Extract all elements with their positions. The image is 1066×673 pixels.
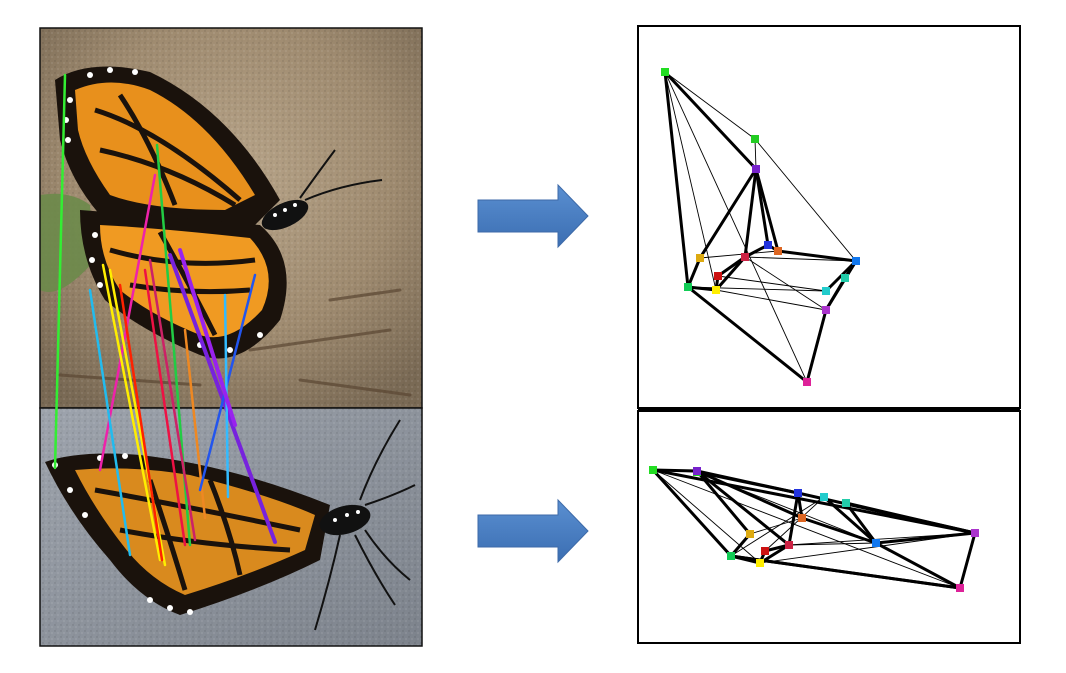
graph-node	[727, 552, 735, 560]
graph-node	[764, 241, 772, 249]
graph-node	[761, 547, 769, 555]
graph-node	[774, 247, 782, 255]
bottom-graph	[649, 466, 979, 592]
graph-edge	[805, 308, 828, 384]
top-butterfly	[55, 66, 383, 359]
thin-edge	[754, 138, 857, 262]
arrow-top	[477, 183, 589, 249]
correspondence-line	[148, 258, 197, 542]
graph-node	[841, 274, 849, 282]
thin-edge	[788, 542, 877, 546]
graph-node	[852, 257, 860, 265]
graph-edge	[800, 516, 878, 545]
thin-edge	[664, 71, 756, 140]
thin-edge	[730, 496, 825, 557]
graph-edge	[776, 249, 858, 263]
graph-edge	[874, 541, 962, 590]
graph-edge	[743, 167, 758, 259]
correspondence-line	[88, 288, 132, 557]
correspondence-line	[118, 283, 164, 562]
thin-edge	[652, 469, 961, 589]
graph-edge	[686, 256, 702, 289]
graph-node	[712, 286, 720, 294]
graph-node	[696, 254, 704, 262]
graph-edge	[686, 285, 718, 292]
graph-node	[842, 499, 850, 507]
bottom-photo	[39, 407, 423, 647]
graph-node	[661, 68, 669, 76]
graph-edge	[695, 469, 791, 547]
graph-node	[649, 466, 657, 474]
top-graph	[661, 68, 860, 386]
graph-node	[785, 541, 793, 549]
graph-node	[822, 287, 830, 295]
graph-node	[693, 467, 701, 475]
graph-edge	[698, 167, 758, 260]
graph-node	[714, 272, 722, 280]
graph-edge	[824, 276, 847, 312]
thin-edge	[744, 256, 827, 311]
graph-edge	[663, 70, 690, 289]
thin-edge	[687, 286, 827, 292]
graph-node	[746, 530, 754, 538]
graph-edge	[663, 70, 758, 171]
graph-node	[684, 283, 692, 291]
graph-edge	[958, 531, 977, 590]
thin-edge	[652, 469, 761, 564]
graph-node	[798, 514, 806, 522]
graph-edge	[651, 468, 977, 535]
thin-edge	[715, 289, 827, 311]
correspondence-line	[53, 73, 67, 470]
graph-edge	[686, 285, 809, 384]
graph-edge	[729, 554, 962, 590]
thin-edge	[744, 256, 857, 262]
correspondence-line	[143, 268, 187, 547]
top-photo	[39, 27, 423, 409]
graph-node	[956, 584, 964, 592]
graph-node	[756, 559, 764, 567]
graph-edge	[695, 470, 800, 495]
graph-node	[971, 529, 979, 537]
thin-edge	[764, 496, 825, 552]
graph-edge	[787, 491, 800, 547]
graph-edge	[651, 468, 733, 558]
graph-node	[741, 253, 749, 261]
graph-node	[822, 306, 830, 314]
thin-edge	[717, 275, 827, 292]
top-graph-panel	[637, 25, 1021, 409]
thin-edge	[664, 71, 808, 383]
graph-node	[751, 135, 759, 143]
graph-edge	[714, 255, 747, 292]
correspondence-line	[101, 263, 162, 562]
thin-edge	[699, 250, 779, 259]
correspondence-line	[178, 248, 237, 427]
thin-edge	[754, 138, 757, 170]
graph-node	[803, 378, 811, 386]
graph-edge	[754, 167, 780, 253]
arrow-bottom	[477, 498, 589, 564]
graph-node	[794, 489, 802, 497]
graph-node	[872, 539, 880, 547]
graph-node	[820, 493, 828, 501]
graph-edge	[695, 469, 804, 520]
graph-edge	[874, 531, 977, 545]
thin-edge	[664, 71, 717, 291]
graph-node	[752, 165, 760, 173]
correspondence-lines	[53, 73, 277, 567]
